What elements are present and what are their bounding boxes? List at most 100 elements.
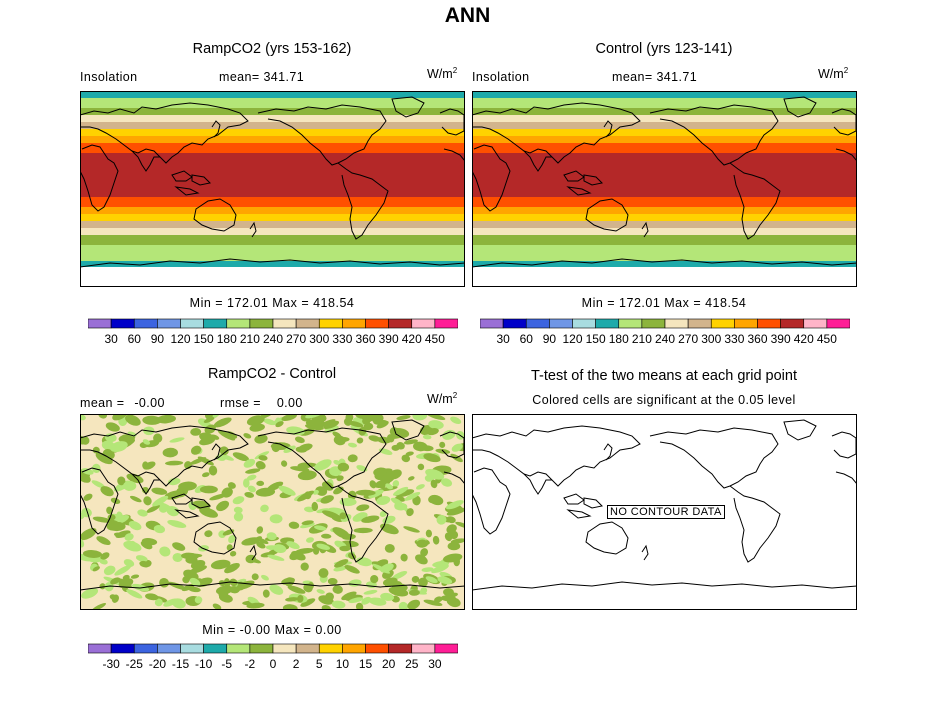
colorbar-difference-swatch-10 [318, 643, 343, 654]
mean-readout: mean = -0.00 [80, 396, 165, 410]
rampco2-band-1 [80, 98, 465, 108]
colorbar-control-swatch-14 [803, 318, 828, 329]
difference-map [80, 414, 465, 610]
difference-coastline-6 [174, 509, 200, 519]
control-coastline-13 [835, 148, 857, 162]
difference-patch [363, 589, 378, 595]
colorbar-control-tick-label: 120 [562, 332, 582, 346]
difference-patch [318, 595, 334, 605]
difference-patch [406, 508, 414, 517]
difference-patch [418, 577, 428, 587]
difference-patch [199, 436, 216, 446]
difference-patch [123, 480, 137, 491]
difference-patch [272, 544, 287, 554]
rampco2-coastline-0 [80, 144, 119, 212]
difference-patch [172, 542, 186, 551]
ttest-coastline-13 [835, 471, 857, 485]
difference-patch [403, 439, 418, 445]
difference-patch [282, 604, 298, 610]
difference-coastline-3 [211, 443, 221, 461]
difference-patch [447, 542, 461, 551]
difference-patch [169, 437, 185, 443]
colorbar-control-tick-label: 60 [520, 332, 534, 346]
colorbar-difference-swatch-0 [88, 643, 112, 654]
difference-patch [95, 452, 113, 465]
difference-patch [389, 427, 400, 437]
colorbar-rampco2-swatch-12 [365, 318, 389, 329]
difference-patch [288, 521, 300, 529]
difference-patch [247, 596, 259, 605]
colorbar-rampco2-tick-label: 300 [309, 332, 329, 346]
difference-patch [445, 500, 464, 510]
colorbar-control-swatch-5 [595, 318, 620, 329]
difference-patch [267, 554, 285, 561]
difference-patch [165, 460, 184, 466]
difference-patch [334, 559, 349, 568]
difference-patch [153, 525, 166, 534]
panel-subtitle: Colored cells are significant at the 0.0… [532, 393, 796, 407]
rampco2-band-3 [80, 115, 465, 122]
difference-patch [181, 552, 199, 560]
difference-patch [92, 516, 112, 523]
colorbar-control-tick-label: 300 [701, 332, 721, 346]
ttest-coastline-1 [472, 425, 641, 487]
colorbar-rampco2-tick-label: 390 [379, 332, 399, 346]
colorbar-difference-tick-label: -25 [126, 657, 144, 671]
colorbar-difference-swatch-13 [388, 643, 413, 654]
colorbar-difference-swatch-4 [180, 643, 204, 654]
colorbar-rampco2-tick-label: 420 [402, 332, 422, 346]
difference-patch [281, 414, 297, 422]
mean-value: 341.71 [263, 70, 305, 84]
colorbar-absolute: 30 60 90 120 150 180 210 240 270 300 330 360 390 420 4… [480, 318, 850, 346]
difference-patch [262, 589, 270, 598]
difference-patch [118, 578, 134, 589]
difference-patch [370, 574, 379, 584]
difference-patch [142, 415, 162, 425]
ttest-coastline-5 [583, 497, 604, 509]
difference-patch [215, 455, 226, 461]
difference-patch [294, 436, 305, 444]
difference-patch [347, 442, 358, 448]
difference-patch [204, 424, 216, 434]
difference-patch [320, 495, 334, 504]
difference-patch [450, 538, 465, 544]
colorbar-difference-tick-label: -30 [102, 657, 120, 671]
difference-patch [289, 551, 301, 561]
difference-patch [81, 588, 99, 599]
colorbar-control-tick-label: 330 [724, 332, 744, 346]
difference-patch [316, 589, 325, 594]
min-max-stats: Min = -0.00 Max = 0.00 [202, 623, 342, 637]
difference-patch [189, 565, 207, 574]
ttest-coastline-9 [649, 427, 779, 489]
rampco2-band-10 [80, 207, 465, 214]
difference-patch [246, 602, 265, 609]
colorbar-rampco2-swatch-6 [226, 318, 251, 329]
difference-patch [227, 482, 236, 489]
difference-patch [194, 596, 203, 604]
difference-patch [428, 495, 436, 504]
panel-title-control: Control (yrs 123-141) [595, 41, 733, 57]
rampco2-coastline-11 [337, 162, 389, 240]
difference-patch [318, 568, 329, 578]
difference-patch [436, 562, 445, 572]
colorbar-difference-tick-label: -5 [221, 657, 232, 671]
control-band-8 [472, 153, 857, 197]
difference-patch [287, 585, 306, 594]
difference-patch [380, 523, 399, 535]
difference-patch [245, 554, 257, 564]
mean-value: -0.00 [134, 396, 165, 410]
colorbar-difference-swatch-15 [434, 643, 458, 654]
difference-patch [100, 552, 110, 560]
difference-patch [146, 504, 160, 513]
colorbar-difference-swatch-14 [411, 643, 436, 654]
difference-patch [266, 481, 284, 492]
colorbar-rampco2-swatch-8 [272, 318, 297, 329]
colorbar-rampco2-swatch-2 [133, 318, 158, 329]
variable-label: Insolation [472, 70, 530, 84]
rampco2-coastline-8 [249, 221, 257, 238]
difference-patch [92, 566, 100, 572]
rampco2-band-4 [80, 122, 465, 129]
colorbar-control-swatch-10 [710, 318, 735, 329]
difference-patch [156, 414, 176, 424]
difference-patch [261, 574, 269, 581]
